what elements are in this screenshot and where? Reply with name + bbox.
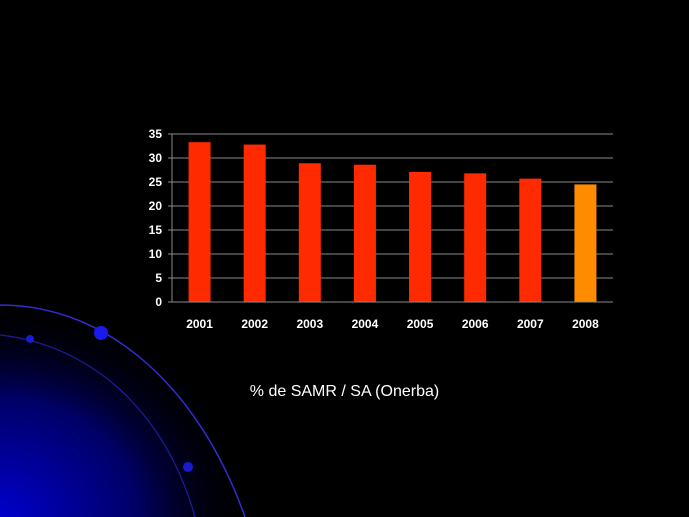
y-tick-label: 0 xyxy=(155,295,162,309)
y-tick-label: 35 xyxy=(149,127,163,141)
arc-line-inner xyxy=(0,334,196,517)
bar-2003 xyxy=(298,163,321,302)
y-tick-label: 30 xyxy=(149,151,163,165)
chart-grid xyxy=(172,133,613,279)
x-tick-label: 2004 xyxy=(352,317,379,331)
chart-bars xyxy=(188,142,597,302)
x-tick-label: 2008 xyxy=(572,317,599,331)
y-axis-tick-labels: 0 5 10 15 20 25 30 35 xyxy=(149,127,163,309)
bar-2005 xyxy=(409,171,432,302)
y-tick-label: 5 xyxy=(155,271,162,285)
x-tick-label: 2007 xyxy=(517,317,544,331)
bar-2002 xyxy=(243,144,266,302)
bar-2007 xyxy=(519,178,542,302)
bar-2006 xyxy=(464,173,487,302)
bar-2004 xyxy=(353,164,376,302)
y-tick-label: 15 xyxy=(149,223,163,237)
chart-axes xyxy=(168,133,613,303)
x-tick-label: 2002 xyxy=(241,317,268,331)
orb-dot-small xyxy=(26,335,34,343)
y-tick-label: 10 xyxy=(149,247,163,261)
bar-2001 xyxy=(188,142,211,302)
x-tick-label: 2006 xyxy=(462,317,489,331)
orb-dot-large xyxy=(94,326,108,340)
arc-line-outer xyxy=(0,304,246,517)
orb-dot-lower xyxy=(183,462,193,472)
y-tick-label: 20 xyxy=(149,199,163,213)
x-tick-label: 2001 xyxy=(186,317,213,331)
bar-2008 xyxy=(574,184,597,302)
y-tick-label: 25 xyxy=(149,175,163,189)
chart-caption: % de SAMR / SA (Onerba) xyxy=(249,383,440,400)
x-axis-tick-labels: 2001 2002 2003 2004 2005 2006 2007 2008 xyxy=(186,317,599,331)
x-tick-label: 2005 xyxy=(407,317,434,331)
x-tick-label: 2003 xyxy=(296,317,323,331)
